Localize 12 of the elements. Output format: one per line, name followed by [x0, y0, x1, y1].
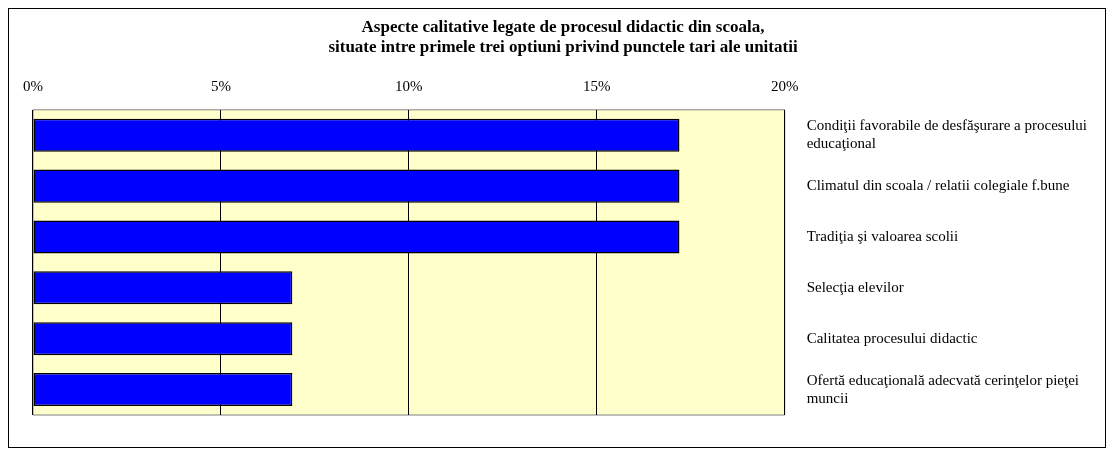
y-tick-label: Tradiţia şi valoarea scolii: [806, 227, 959, 244]
y-tick-label: Climatul din scoala / relatii colegiale f.bune: [806, 177, 1070, 194]
y-tick-label: Selecţia elevilor: [806, 278, 904, 295]
x-tick-label: 0%: [23, 77, 43, 94]
chart-title: Aspecte calitative legate de procesul didactic din scoala, situate intre primele trei optiuni privind punctele tari ale unitatii: [328, 16, 798, 56]
y-tick-label: Ofertă educaţională adecvată cerinţelor pieţei muncii: [806, 371, 1080, 406]
x-tick-label: 5%: [210, 77, 231, 94]
x-tick-label: 15%: [583, 77, 611, 94]
y-tick-label: Condiţii favorabile de desfăşurare a procesului educaţional: [806, 117, 1087, 152]
x-tick-label: 20%: [770, 77, 799, 94]
y-tick-label: Calitatea procesului didactic: [806, 329, 978, 346]
x-tick-label: 10%: [395, 77, 423, 94]
